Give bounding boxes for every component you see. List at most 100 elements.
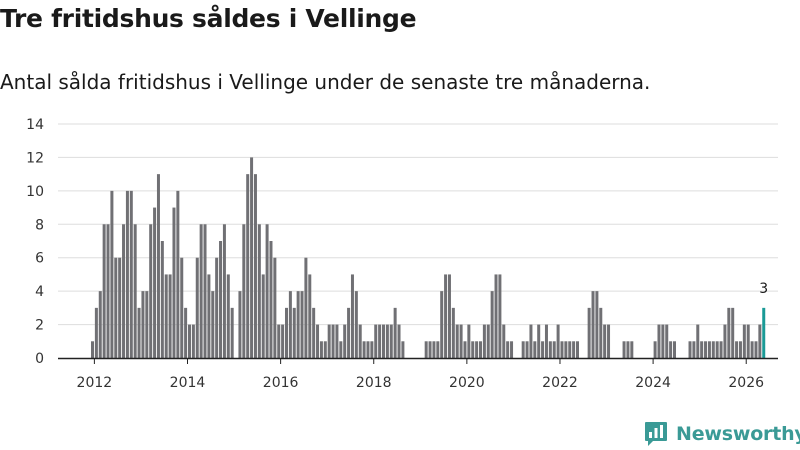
page-title: Tre fritidshus såldes i Vellinge bbox=[0, 4, 417, 33]
bar bbox=[114, 257, 118, 358]
bar bbox=[475, 341, 479, 358]
bar bbox=[393, 307, 397, 358]
bar bbox=[385, 324, 389, 358]
y-axis-ticks: 0 2 4 6 8 10 12 14 bbox=[26, 117, 44, 367]
x-tick-label: 2022 bbox=[542, 375, 578, 391]
bar bbox=[735, 341, 739, 358]
bar bbox=[250, 157, 254, 358]
bar bbox=[331, 324, 335, 358]
bar bbox=[102, 224, 106, 358]
bar bbox=[541, 341, 545, 358]
bar bbox=[746, 324, 750, 358]
bar bbox=[657, 324, 661, 358]
bar bbox=[424, 341, 428, 358]
bar bbox=[211, 291, 215, 358]
bar bbox=[156, 174, 160, 358]
bar bbox=[715, 341, 719, 358]
x-tick-label: 2026 bbox=[728, 375, 764, 391]
bar bbox=[137, 307, 141, 358]
y-tick-label: 14 bbox=[26, 117, 44, 133]
y-tick-label: 4 bbox=[35, 284, 44, 300]
bar bbox=[269, 241, 273, 358]
bar bbox=[366, 341, 370, 358]
bar bbox=[463, 341, 467, 358]
bar bbox=[354, 291, 358, 358]
bar bbox=[471, 341, 475, 358]
bar bbox=[281, 324, 285, 358]
bar bbox=[347, 307, 351, 358]
bar bbox=[696, 324, 700, 358]
bar bbox=[622, 341, 626, 358]
bar bbox=[265, 224, 269, 358]
bar bbox=[510, 341, 514, 358]
bar bbox=[145, 291, 149, 358]
bar bbox=[544, 324, 548, 358]
bar bbox=[343, 324, 347, 358]
bar bbox=[486, 324, 490, 358]
bar bbox=[118, 257, 122, 358]
bar bbox=[572, 341, 576, 358]
bar bbox=[440, 291, 444, 358]
bar bbox=[253, 174, 257, 358]
bar bbox=[451, 307, 455, 358]
bar bbox=[707, 341, 711, 358]
bar bbox=[521, 341, 525, 358]
bar bbox=[568, 341, 572, 358]
bar bbox=[750, 341, 754, 358]
x-tick-label: 2024 bbox=[635, 375, 671, 391]
bar bbox=[219, 241, 223, 358]
bar bbox=[444, 274, 448, 358]
x-tick-label: 2016 bbox=[263, 375, 299, 391]
bar bbox=[199, 224, 203, 358]
bar bbox=[91, 341, 94, 358]
bar bbox=[723, 324, 727, 358]
x-tick-label: 2018 bbox=[356, 375, 392, 391]
bar bbox=[257, 224, 261, 358]
bar bbox=[401, 341, 405, 358]
bar bbox=[552, 341, 556, 358]
highlight-bar bbox=[762, 307, 766, 358]
bar bbox=[700, 341, 704, 358]
y-tick-label: 12 bbox=[26, 150, 44, 166]
bar bbox=[129, 190, 133, 358]
bar bbox=[428, 341, 432, 358]
bar bbox=[153, 207, 157, 358]
bar bbox=[215, 257, 219, 358]
bar bbox=[630, 341, 634, 358]
bar bbox=[273, 257, 277, 358]
bar bbox=[494, 274, 498, 358]
bar bbox=[133, 224, 137, 358]
bar bbox=[203, 224, 207, 358]
y-tick-label: 10 bbox=[26, 184, 44, 200]
bar bbox=[525, 341, 529, 358]
bar bbox=[246, 174, 250, 358]
bar bbox=[285, 307, 288, 358]
bar bbox=[455, 324, 459, 358]
bar bbox=[327, 324, 331, 358]
bar bbox=[277, 324, 281, 358]
bar bbox=[529, 324, 533, 358]
bar bbox=[319, 341, 323, 358]
bar bbox=[432, 341, 436, 358]
bar bbox=[339, 341, 343, 358]
bar bbox=[731, 307, 735, 358]
bar bbox=[692, 341, 696, 358]
bar bbox=[506, 341, 510, 358]
bar bbox=[727, 307, 731, 358]
bar bbox=[661, 324, 665, 358]
bar bbox=[141, 291, 145, 358]
bar bbox=[230, 307, 234, 358]
bar bbox=[191, 324, 195, 358]
bar bbox=[626, 341, 630, 358]
x-axis-ticks: 2012 2014 2016 2018 2020 2022 2024 2026 bbox=[77, 358, 764, 391]
bar bbox=[350, 274, 354, 358]
bar bbox=[125, 190, 129, 358]
x-tick-label: 2020 bbox=[449, 375, 485, 391]
bar bbox=[312, 307, 316, 358]
bar bbox=[238, 291, 242, 358]
bar bbox=[436, 341, 440, 358]
bar bbox=[389, 324, 393, 358]
bar bbox=[207, 274, 211, 358]
bar bbox=[479, 341, 482, 358]
bar bbox=[378, 324, 382, 358]
